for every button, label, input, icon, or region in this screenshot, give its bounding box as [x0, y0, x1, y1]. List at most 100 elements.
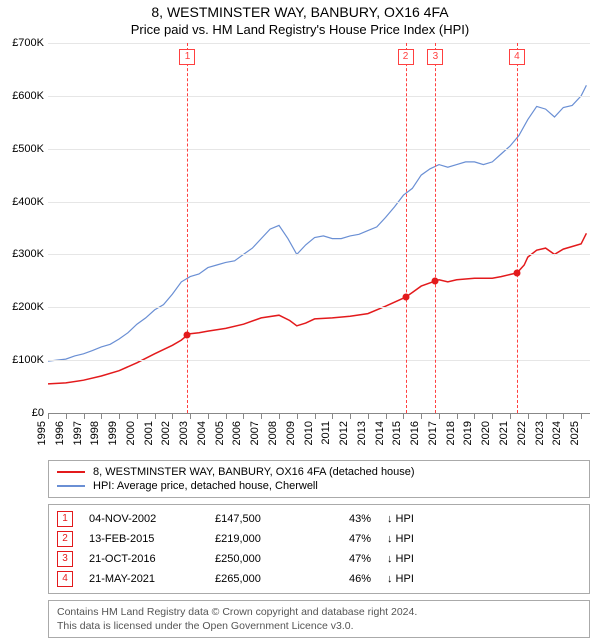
x-axis-label: 2004: [196, 421, 208, 445]
x-axis-label: 2002: [160, 421, 172, 445]
x-axis-tick: [226, 413, 227, 419]
y-axis-label: £200K: [12, 301, 44, 313]
y-axis-label: £600K: [12, 90, 44, 102]
sales-row-relation: ↓ HPI: [387, 573, 414, 585]
legend-swatch: [57, 485, 85, 487]
x-axis-label: 2024: [551, 421, 563, 445]
x-axis-label: 2009: [285, 421, 297, 445]
gridline: [48, 149, 590, 150]
legend-swatch: [57, 471, 85, 473]
property-line: [48, 233, 586, 384]
sale-event-marker: 2: [398, 49, 414, 65]
x-axis-label: 2015: [391, 421, 403, 445]
x-axis-label: 1997: [71, 421, 83, 445]
x-axis-label: 2005: [213, 421, 225, 445]
x-axis-tick: [208, 413, 209, 419]
sale-event-marker: 4: [509, 49, 525, 65]
x-axis-label: 2010: [302, 421, 314, 445]
attribution-line-1: Contains HM Land Registry data © Crown c…: [57, 605, 581, 619]
x-axis-label: 1998: [89, 421, 101, 445]
sale-event-line: [517, 43, 518, 413]
legend-box: 8, WESTMINSTER WAY, BANBURY, OX16 4FA (d…: [48, 460, 590, 498]
x-axis-label: 2003: [178, 421, 190, 445]
gridline: [48, 96, 590, 97]
x-axis-tick: [190, 413, 191, 419]
y-axis-label: £500K: [12, 143, 44, 155]
sales-row-date: 04-NOV-2002: [89, 513, 199, 525]
sales-row-marker: 1: [57, 511, 73, 527]
sale-event-line: [187, 43, 188, 413]
x-axis-tick: [546, 413, 547, 419]
x-axis-tick: [457, 413, 458, 419]
x-axis-tick: [297, 413, 298, 419]
x-axis-tick: [439, 413, 440, 419]
sales-row: 213-FEB-2015£219,00047%↓ HPI: [57, 529, 581, 549]
x-axis-label: 2000: [125, 421, 137, 445]
sale-event-dot: [402, 294, 409, 301]
sales-row-pct: 46%: [321, 573, 371, 585]
sales-row-pct: 43%: [321, 513, 371, 525]
sales-row-price: £250,000: [215, 553, 305, 565]
x-axis-tick: [261, 413, 262, 419]
x-axis-label: 2018: [444, 421, 456, 445]
x-axis-tick: [66, 413, 67, 419]
sales-row-relation: ↓ HPI: [387, 553, 414, 565]
x-axis-tick: [563, 413, 564, 419]
x-axis-label: 2012: [338, 421, 350, 445]
legend-label: 8, WESTMINSTER WAY, BANBURY, OX16 4FA (d…: [93, 466, 415, 478]
chart-plot-area: £0£100K£200K£300K£400K£500K£600K£700K199…: [48, 43, 590, 414]
chart-subtitle: Price paid vs. HM Land Registry's House …: [0, 22, 600, 37]
x-axis-tick: [279, 413, 280, 419]
sale-event-marker: 1: [179, 49, 195, 65]
x-axis-label: 2016: [409, 421, 421, 445]
x-axis-tick: [84, 413, 85, 419]
x-axis-label: 2008: [267, 421, 279, 445]
x-axis-tick: [528, 413, 529, 419]
sales-row-relation: ↓ HPI: [387, 533, 414, 545]
gridline: [48, 43, 590, 44]
sales-row-pct: 47%: [321, 533, 371, 545]
sales-row-marker: 3: [57, 551, 73, 567]
y-axis-label: £700K: [12, 37, 44, 49]
x-axis-label: 2019: [462, 421, 474, 445]
sale-event-dot: [513, 269, 520, 276]
y-axis-label: £0: [32, 407, 44, 419]
x-axis-label: 2001: [142, 421, 154, 445]
x-axis-label: 1995: [36, 421, 48, 445]
sales-row-price: £265,000: [215, 573, 305, 585]
sales-row-price: £147,500: [215, 513, 305, 525]
sales-row: 1 04-NOV-2002 £147,500 43% ↓ HPI: [57, 509, 581, 529]
sales-row-date: 21-MAY-2021: [89, 573, 199, 585]
x-axis-tick: [403, 413, 404, 419]
gridline: [48, 202, 590, 203]
x-axis-tick: [48, 413, 49, 419]
x-axis-tick: [386, 413, 387, 419]
x-axis-label: 2014: [373, 421, 385, 445]
sale-event-dot: [184, 332, 191, 339]
legend-row: HPI: Average price, detached house, Cher…: [57, 479, 581, 493]
x-axis-tick: [474, 413, 475, 419]
x-axis-tick: [332, 413, 333, 419]
sales-row-pct: 47%: [321, 553, 371, 565]
x-axis-tick: [137, 413, 138, 419]
gridline: [48, 307, 590, 308]
sales-row: 421-MAY-2021£265,00046%↓ HPI: [57, 569, 581, 589]
x-axis-tick: [101, 413, 102, 419]
hpi-line: [48, 85, 586, 361]
sale-event-line: [435, 43, 436, 413]
x-axis-tick: [492, 413, 493, 419]
x-axis-tick: [350, 413, 351, 419]
x-axis-tick: [243, 413, 244, 419]
sales-row-price: £219,000: [215, 533, 305, 545]
x-axis-tick: [315, 413, 316, 419]
chart-title: 8, WESTMINSTER WAY, BANBURY, OX16 4FA: [0, 4, 600, 20]
legend-label: HPI: Average price, detached house, Cher…: [93, 480, 318, 492]
sales-row-marker: 2: [57, 531, 73, 547]
y-axis-label: £400K: [12, 196, 44, 208]
sales-row-relation: ↓ HPI: [387, 513, 414, 525]
x-axis-label: 2021: [498, 421, 510, 445]
x-axis-label: 2013: [356, 421, 368, 445]
x-axis-label: 1996: [54, 421, 66, 445]
x-axis-label: 2011: [320, 421, 332, 445]
attribution-line-2: This data is licensed under the Open Gov…: [57, 619, 581, 633]
